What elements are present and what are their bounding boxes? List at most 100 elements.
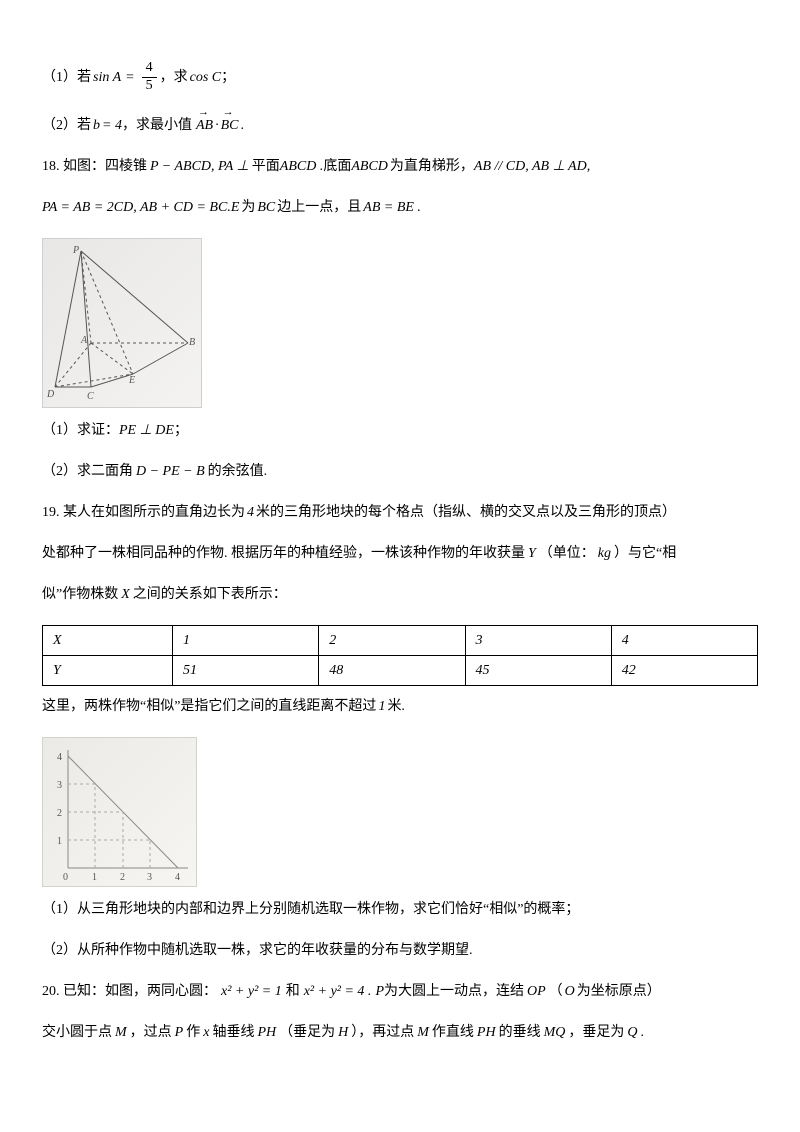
text: 20. 已知：如图，两同心圆：: [42, 981, 217, 1002]
cell: 48: [319, 655, 465, 685]
cell: 3: [465, 625, 611, 655]
OP: OP: [527, 981, 546, 1002]
numerator: 4: [142, 60, 157, 78]
cell: 4: [611, 625, 757, 655]
n: 4: [247, 502, 254, 523]
text: 为直角梯形，: [390, 156, 474, 177]
text: 底面: [323, 156, 351, 177]
text: 为大圆上一动点，连结: [384, 981, 524, 1002]
cell: 42: [611, 655, 757, 685]
text: 米的三角形地块的每个格点（指纵、横的交叉点以及三角形的顶点）: [256, 502, 676, 523]
text: （垂足为: [279, 1022, 335, 1043]
kg: kg: [598, 543, 611, 564]
text: 的余弦值.: [208, 461, 268, 482]
y3: 3: [57, 778, 62, 793]
figure-pyramid: P A B C D E: [42, 238, 202, 408]
text: .: [641, 1022, 645, 1043]
sin: sin A: [93, 67, 121, 88]
label-E: E: [129, 373, 135, 388]
b: b: [93, 115, 100, 136]
text: （2）从所种作物中随机选取一株，求它的年收获量的分布与数学期望.: [42, 940, 473, 961]
q18-line1: 18. 如图：四棱锥 P − ABCD, PA ⊥ 平面 ABCD . 底面 A…: [42, 156, 758, 177]
x3: 3: [147, 870, 152, 885]
q18-p1: （1）求证： PE ⊥ DE ；: [42, 420, 758, 441]
q18-line2: PA = AB = 2CD, AB + CD = BC.E 为 BC 边上一点，…: [42, 197, 758, 218]
expr: PA = AB = 2CD, AB + CD = BC.E: [42, 197, 239, 218]
vec-BC: BC: [221, 115, 239, 136]
figure-triangle-grid: 4 3 2 1 0 1 2 3 4: [42, 737, 197, 887]
text: （1）若: [42, 67, 91, 88]
expr: PE ⊥ DE: [119, 420, 174, 441]
q17-part1: （1）若 sin A = 4 5 ，求 cos C ；: [42, 60, 758, 95]
q19-p2: （2）从所种作物中随机选取一株，求它的年收获量的分布与数学期望.: [42, 940, 758, 961]
vec-AB: AB: [196, 115, 213, 136]
P: P: [175, 1022, 184, 1043]
text: 作: [186, 1022, 200, 1043]
table-row: X 1 2 3 4: [43, 625, 758, 655]
text: 18. 如图：四棱锥: [42, 156, 147, 177]
text: 这里，两株作物“相似”是指它们之间的直线距离不超过: [42, 696, 376, 717]
M: M: [417, 1022, 429, 1043]
label-A: A: [81, 333, 87, 348]
O: O: [565, 981, 575, 1002]
q20-l1: 20. 已知：如图，两同心圆： x² + y² = 1 和 x² + y² = …: [42, 981, 758, 1002]
Q: Q: [627, 1022, 637, 1043]
text: （1）求证：: [42, 420, 119, 441]
text: 米.: [387, 696, 405, 717]
expr: x² + y² = 4 .: [304, 981, 372, 1002]
eq: =: [125, 67, 134, 88]
x1: 1: [92, 870, 97, 885]
expr: ABCD: [351, 156, 388, 177]
label-D: D: [47, 387, 54, 402]
expr: P − ABCD, PA ⊥: [150, 156, 249, 177]
cell: X: [43, 625, 173, 655]
expr: D − PE − B: [136, 461, 205, 482]
text: 和: [286, 981, 300, 1002]
denominator: 5: [142, 78, 157, 95]
text: ，求最小值: [122, 115, 192, 136]
text: ；: [221, 67, 235, 88]
text: .: [240, 115, 244, 136]
expr: BC: [257, 197, 275, 218]
label-B: B: [189, 335, 195, 350]
q19-l3: 似”作物株数 X 之间的关系如下表所示：: [42, 584, 758, 605]
table-row: Y 51 48 45 42: [43, 655, 758, 685]
q19-note: 这里，两株作物“相似”是指它们之间的直线距离不超过 1 米.: [42, 696, 758, 717]
text: 处都种了一株相同品种的作物. 根据历年的种植经验，一株该种作物的年收获量: [42, 543, 525, 564]
o: 0: [63, 870, 68, 885]
text: （1）从三角形地块的内部和边界上分别随机选取一株作物，求它们恰好“相似”的概率；: [42, 899, 579, 920]
cell: 51: [173, 655, 319, 685]
text: 轴垂线: [212, 1022, 254, 1043]
expr: ABCD .: [280, 156, 324, 177]
text: ），再过点: [351, 1022, 414, 1043]
PH: PH: [257, 1022, 276, 1043]
text: （2）求二面角: [42, 461, 133, 482]
text: （单位：: [539, 543, 595, 564]
text: 之间的关系如下表所示：: [133, 584, 287, 605]
text: 19. 某人在如图所示的直角边长为: [42, 502, 245, 523]
data-table: X 1 2 3 4 Y 51 48 45 42: [42, 625, 758, 686]
cell: 45: [465, 655, 611, 685]
x: x: [203, 1022, 209, 1043]
y1: 1: [57, 834, 62, 849]
expr: AB = BE .: [363, 197, 421, 218]
q18-p2: （2）求二面角 D − PE − B 的余弦值.: [42, 461, 758, 482]
Y: Y: [528, 543, 536, 564]
text: 为: [241, 197, 255, 218]
x4: 4: [175, 870, 180, 885]
text: ，求: [160, 67, 188, 88]
cell: 1: [173, 625, 319, 655]
P: P: [375, 981, 384, 1002]
x2: 2: [120, 870, 125, 885]
fraction: 4 5: [142, 60, 157, 95]
text: ；: [174, 420, 188, 441]
cell: 2: [319, 625, 465, 655]
label-P: P: [73, 243, 79, 258]
text: 的垂线: [499, 1022, 541, 1043]
text: （2）若: [42, 115, 91, 136]
q20-l2: 交小圆于点 M ，过点 P 作 x 轴垂线 PH （垂足为 H ），再过点 M …: [42, 1022, 758, 1043]
expr: AB // CD, AB ⊥ AD,: [474, 156, 590, 177]
PH: PH: [477, 1022, 496, 1043]
dot: ·: [215, 115, 219, 136]
q19-p1: （1）从三角形地块的内部和边界上分别随机选取一株作物，求它们恰好“相似”的概率；: [42, 899, 758, 920]
